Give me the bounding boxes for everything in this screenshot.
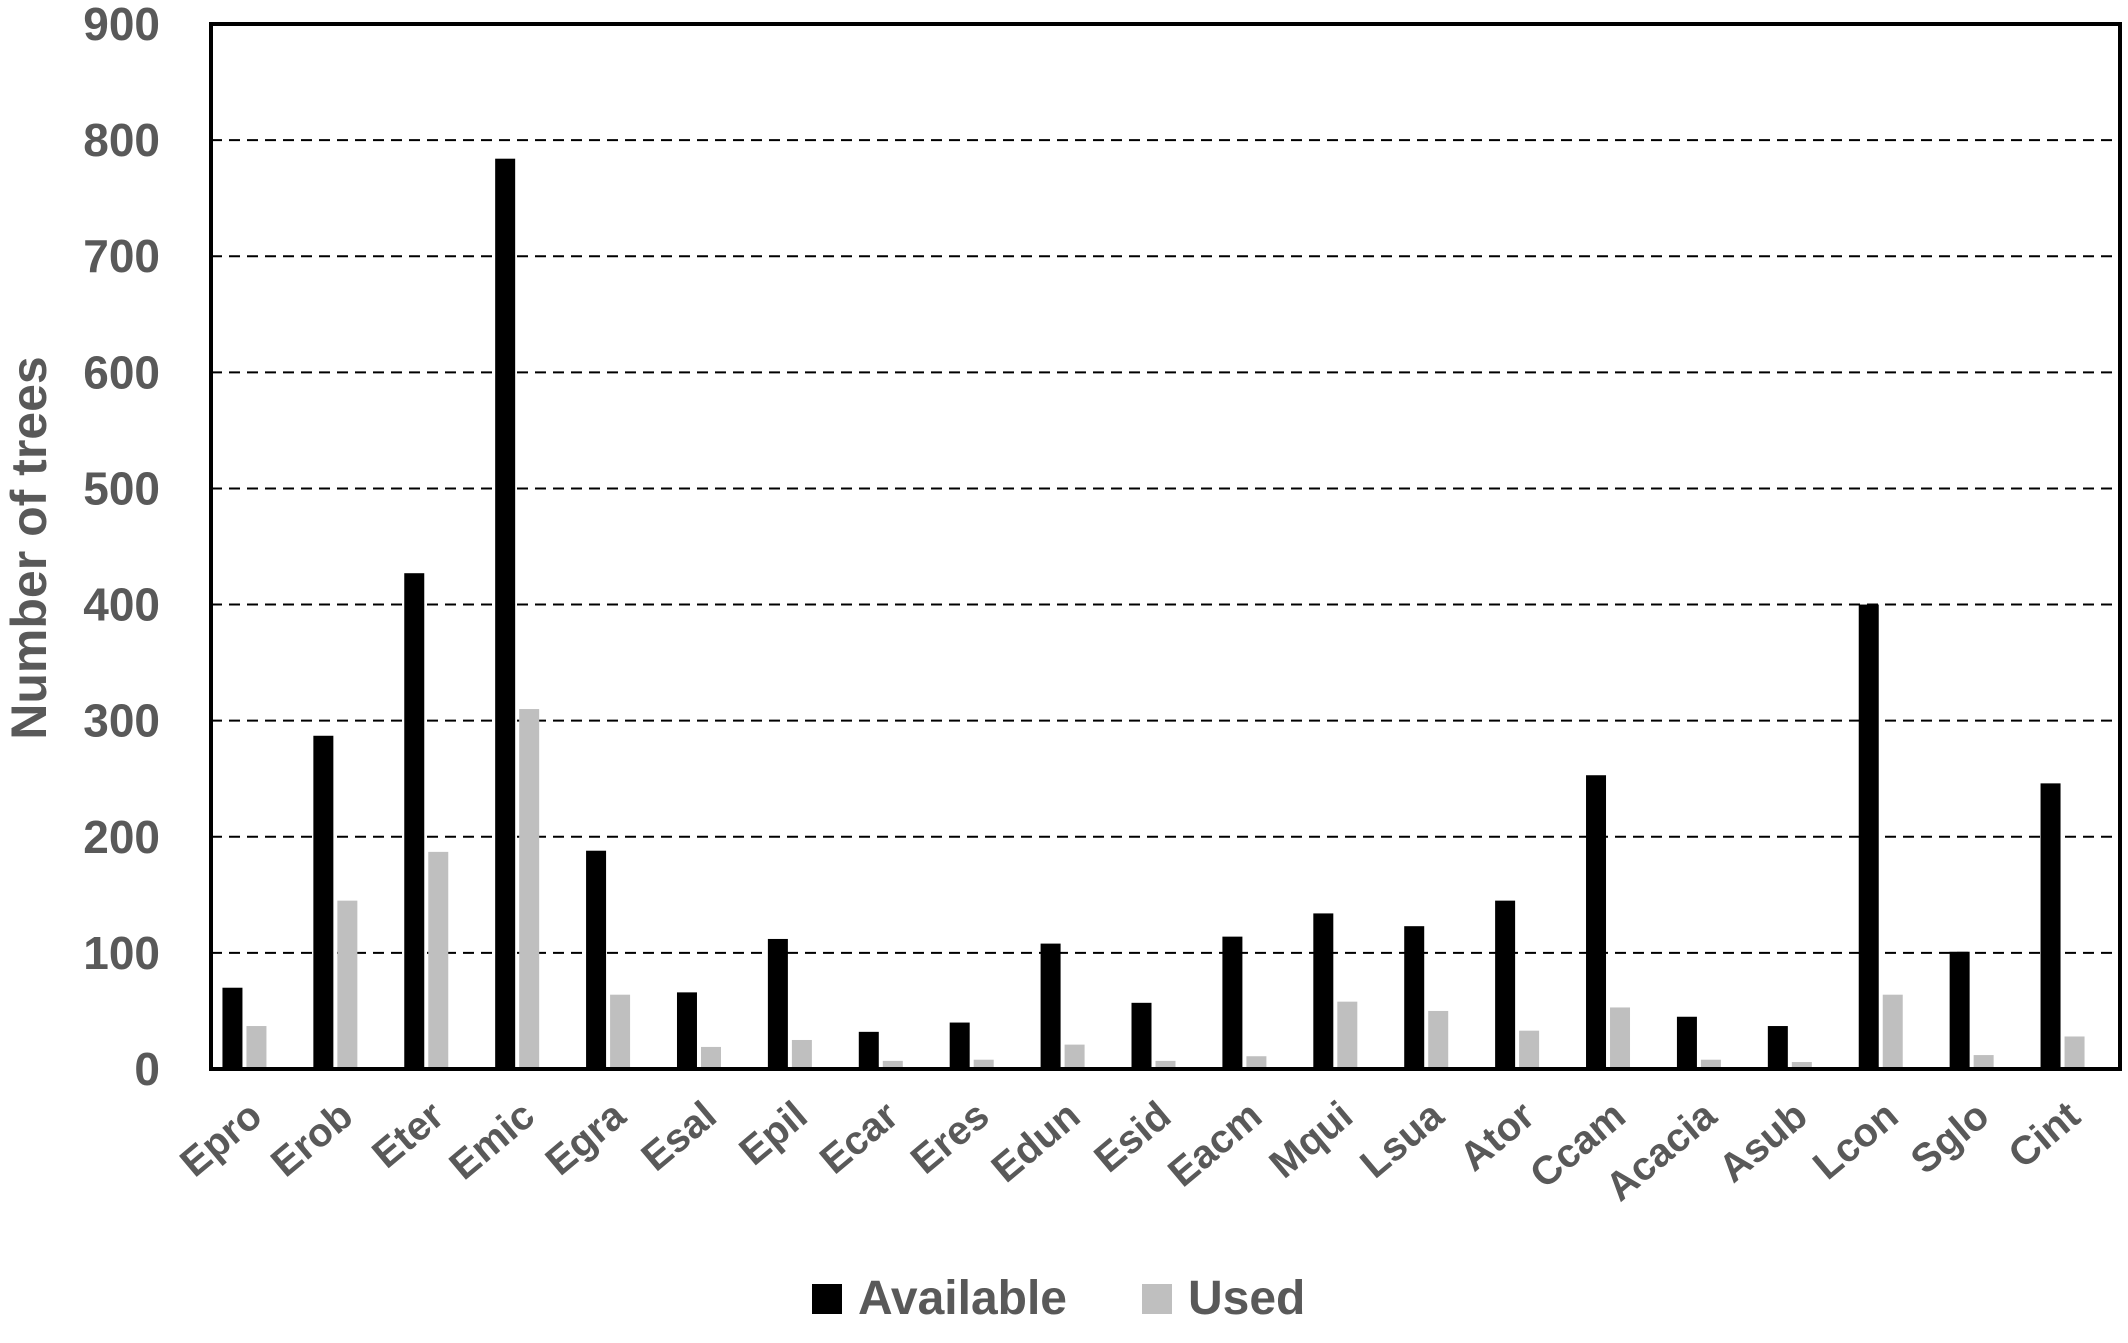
bar-used-mqui bbox=[1337, 1001, 1358, 1069]
bar-available-ecar bbox=[858, 1031, 879, 1069]
x-tick-label-egra: Egra bbox=[537, 1093, 634, 1184]
y-tick-label-600: 600 bbox=[83, 346, 160, 398]
y-tick-label-300: 300 bbox=[83, 695, 160, 747]
bar-used-esid bbox=[1155, 1060, 1176, 1069]
x-tick-label-epro: Epro bbox=[172, 1093, 270, 1185]
bar-used-sglo bbox=[1973, 1055, 1994, 1069]
bar-available-epro bbox=[222, 987, 243, 1069]
legend: Available Used bbox=[812, 1272, 1305, 1325]
bar-used-epro bbox=[246, 1026, 267, 1069]
x-tick-label-cint: Cint bbox=[2000, 1093, 2088, 1177]
legend-swatch-used bbox=[1142, 1284, 1172, 1314]
bar-available-eacm bbox=[1222, 936, 1243, 1069]
legend-label-used: Used bbox=[1188, 1272, 1305, 1325]
bar-used-acacia bbox=[1700, 1059, 1721, 1069]
x-tick-label-epil: Epil bbox=[731, 1093, 815, 1174]
bar-used-edun bbox=[1064, 1044, 1085, 1069]
x-tick-label-edun: Edun bbox=[984, 1093, 1089, 1191]
bar-used-ccam bbox=[1610, 1007, 1631, 1069]
x-tick-label-esal: Esal bbox=[633, 1093, 724, 1180]
bar-available-cint bbox=[2040, 783, 2061, 1069]
bar-used-eacm bbox=[1246, 1056, 1267, 1069]
legend-swatch-available bbox=[812, 1284, 842, 1314]
bar-available-sglo bbox=[1949, 951, 1970, 1069]
bar-available-asub bbox=[1767, 1026, 1788, 1069]
bar-available-mqui bbox=[1313, 913, 1334, 1069]
bar-used-egra bbox=[610, 994, 631, 1069]
y-axis-title: Number of trees bbox=[1, 356, 57, 739]
y-tick-label-700: 700 bbox=[83, 230, 160, 282]
plot-border bbox=[209, 22, 2122, 1071]
bar-available-lcon bbox=[1858, 604, 1879, 1069]
x-tick-label-asub: Asub bbox=[1711, 1093, 1816, 1191]
bar-available-erob bbox=[313, 735, 334, 1069]
x-tick-label-mqui: Mqui bbox=[1261, 1093, 1361, 1187]
y-tick-label-900: 900 bbox=[83, 0, 160, 50]
bar-available-emic bbox=[495, 158, 516, 1069]
bar-used-esal bbox=[700, 1046, 721, 1069]
y-tick-label-100: 100 bbox=[83, 927, 160, 979]
bar-used-asub bbox=[1791, 1062, 1812, 1069]
bar-used-lsua bbox=[1428, 1010, 1449, 1069]
plot-frame bbox=[209, 22, 2122, 1071]
x-tick-label-emic: Emic bbox=[441, 1093, 543, 1188]
bar-used-emic bbox=[519, 709, 540, 1069]
bar-available-esid bbox=[1131, 1002, 1152, 1069]
gridlines bbox=[211, 139, 2120, 954]
bar-used-cint bbox=[2064, 1036, 2085, 1069]
bar-available-esal bbox=[676, 992, 697, 1069]
bar-used-lcon bbox=[1882, 994, 1903, 1069]
x-tick-label-erob: Erob bbox=[263, 1093, 361, 1185]
x-tick-label-ecar: Ecar bbox=[812, 1093, 907, 1182]
bar-available-ator bbox=[1495, 900, 1516, 1069]
y-tick-label-0: 0 bbox=[134, 1043, 160, 1095]
y-tick-labels: 0 100 200 300 400 500 600 700 800 900 bbox=[83, 0, 160, 1095]
legend-label-available: Available bbox=[858, 1272, 1067, 1325]
y-tick-label-500: 500 bbox=[83, 462, 160, 514]
x-tick-label-lsua: Lsua bbox=[1352, 1093, 1452, 1187]
x-tick-label-lcon: Lcon bbox=[1805, 1093, 1906, 1188]
bar-available-lsua bbox=[1404, 926, 1425, 1069]
bar-used-ecar bbox=[882, 1060, 903, 1069]
x-tick-label-eter: Eter bbox=[364, 1093, 452, 1177]
bar-available-eter bbox=[404, 573, 425, 1069]
y-tick-label-800: 800 bbox=[83, 114, 160, 166]
bar-used-ator bbox=[1519, 1030, 1540, 1069]
bar-available-acacia bbox=[1676, 1016, 1697, 1069]
bar-used-erob bbox=[337, 900, 358, 1069]
x-tick-label-eacm: Eacm bbox=[1160, 1093, 1270, 1195]
x-tick-label-eres: Eres bbox=[903, 1093, 998, 1182]
y-tick-label-400: 400 bbox=[83, 579, 160, 631]
bar-available-ccam bbox=[1586, 775, 1607, 1069]
bar-used-epil bbox=[791, 1039, 812, 1069]
bars bbox=[222, 158, 2085, 1069]
bar-available-egra bbox=[586, 850, 607, 1069]
bar-available-epil bbox=[767, 938, 788, 1069]
bar-used-eres bbox=[973, 1059, 994, 1069]
x-tick-label-sglo: Sglo bbox=[1903, 1093, 1998, 1182]
bar-used-eter bbox=[428, 851, 449, 1069]
bar-available-edun bbox=[1040, 943, 1061, 1069]
y-tick-label-200: 200 bbox=[83, 811, 160, 863]
bar-available-eres bbox=[949, 1022, 970, 1069]
